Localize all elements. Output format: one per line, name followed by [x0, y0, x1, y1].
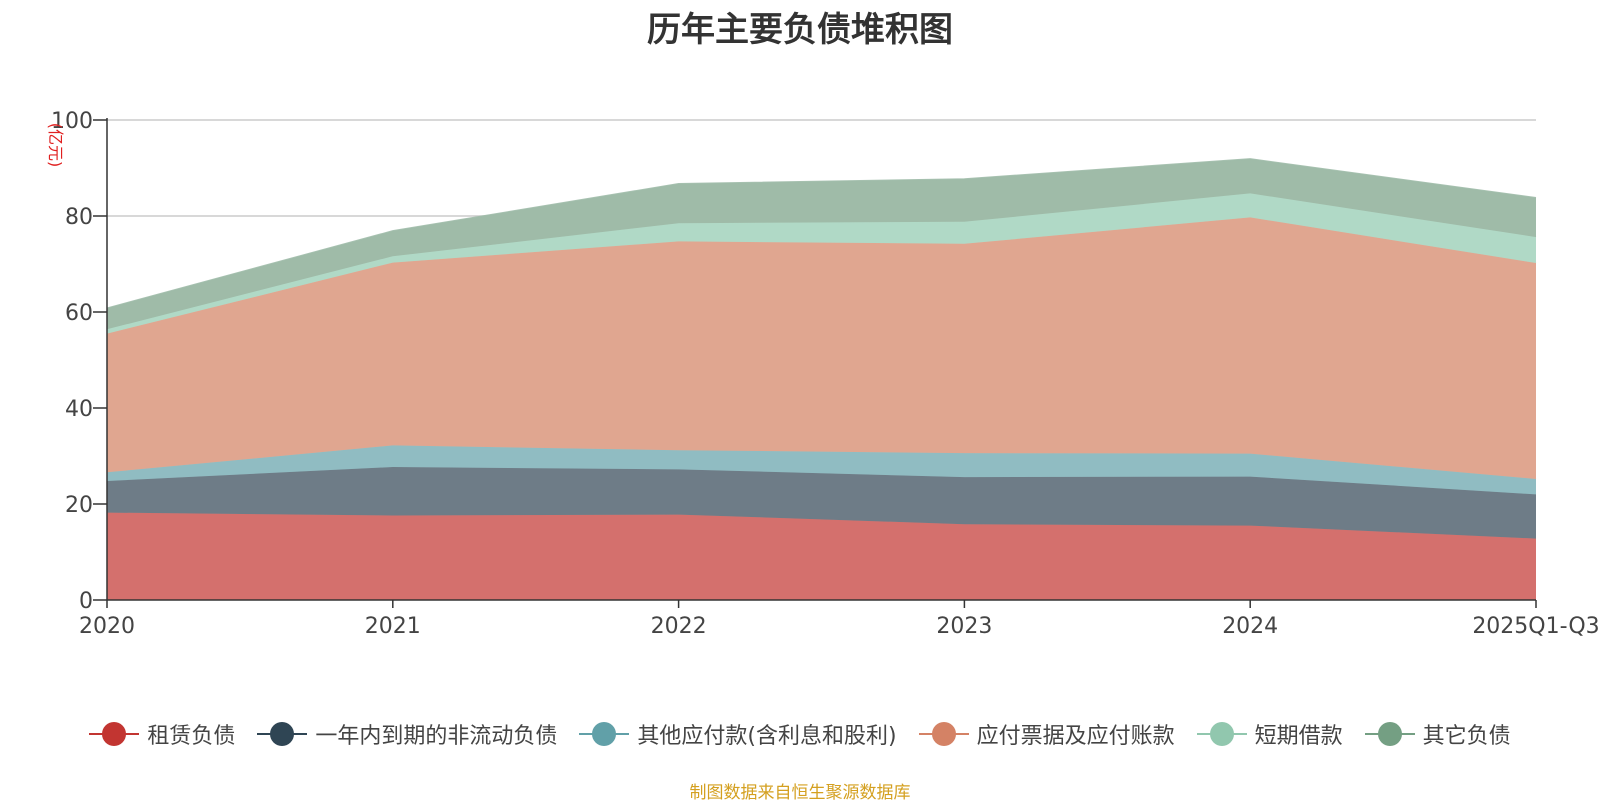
area-series-1	[107, 467, 1536, 539]
y-tick-label-60: 60	[65, 301, 93, 326]
legend-label: 一年内到期的非流动负债	[315, 724, 558, 749]
legend-label: 应付票据及应付账款	[976, 724, 1175, 749]
legend-label: 租赁负债	[147, 724, 236, 749]
axis-layer: 0 20 40 60 80 100 2020 2021 2022 2023 2024 2025Q1-Q…	[51, 109, 1600, 639]
y-tick-label-0: 0	[79, 589, 93, 614]
area-series-0	[107, 512, 1536, 600]
x-tick-label-3: 2023	[936, 614, 992, 639]
area-series-3	[107, 217, 1536, 479]
legend-swatch-icon	[1364, 722, 1415, 746]
x-tick-label-4: 2024	[1222, 614, 1278, 639]
legend-swatch-icon	[89, 722, 140, 746]
legend-item-1[interactable]: 一年内到期的非流动负债	[257, 718, 557, 750]
legend-item-5[interactable]: 其它负债	[1364, 718, 1511, 750]
y-tick-label-80: 80	[65, 205, 93, 230]
y-tick-label-100: 100	[51, 109, 93, 134]
source-note: 制图数据来自恒生聚源数据库	[689, 783, 911, 803]
legend-swatch-icon	[579, 722, 630, 746]
legend-label: 其它负债	[1422, 724, 1511, 749]
x-tick-label-1: 2021	[365, 614, 421, 639]
legend-label: 短期借款	[1254, 724, 1343, 749]
y-tick-label-40: 40	[65, 397, 93, 422]
legend-item-2[interactable]: 其他应付款(含利息和股利)	[579, 718, 897, 750]
legend: 租赁负债 一年内到期的非流动负债 其他应付款(含利息和股利) 应付票据及应付账款 短期借…	[0, 716, 1600, 752]
line-series-5	[106, 158, 1537, 309]
area-series-2	[107, 445, 1536, 495]
legend-item-4[interactable]: 短期借款	[1196, 718, 1343, 750]
area-layer	[106, 158, 1537, 600]
legend-label: 其他应付款(含利息和股利)	[637, 724, 897, 749]
y-axis-unit-label: (亿元)	[46, 123, 65, 168]
chart-title: 历年主要负债堆积图	[647, 10, 953, 50]
legend-item-0[interactable]: 租赁负债	[89, 718, 235, 750]
y-tick-label-20: 20	[65, 493, 93, 518]
legend-swatch-icon	[257, 722, 308, 746]
area-series-5	[107, 158, 1536, 330]
legend-swatch-icon	[918, 722, 969, 746]
legend-swatch-icon	[1196, 722, 1247, 746]
x-tick-label-2: 2022	[651, 614, 707, 639]
x-tick-label-0: 2020	[79, 614, 135, 639]
legend-item-3[interactable]: 应付票据及应付账款	[918, 718, 1175, 750]
x-tick-label-5: 2025Q1-Q3	[1472, 614, 1599, 639]
